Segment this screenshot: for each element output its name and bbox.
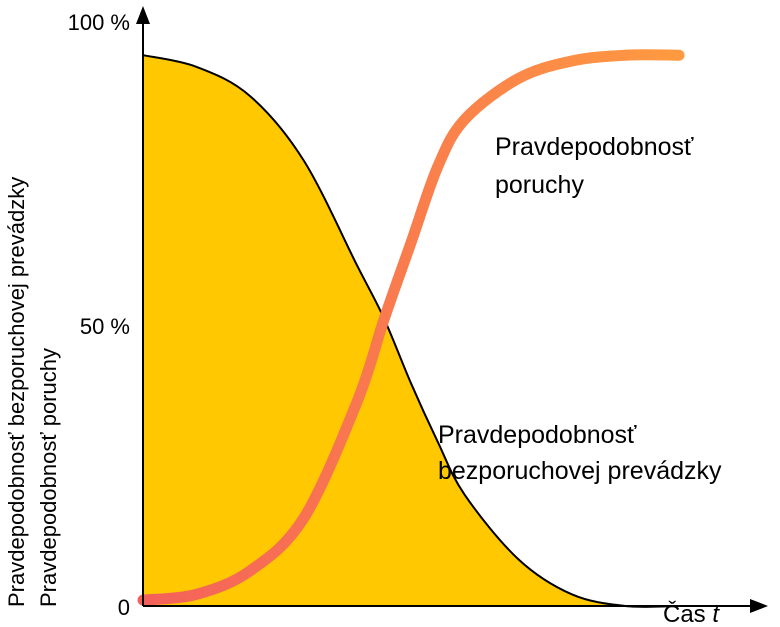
failure-series-label-line2: poruchy — [495, 171, 584, 199]
reliability-line — [142, 54, 680, 608]
reliability-series-label-line1: Pravdepodobnosť — [438, 421, 637, 449]
reliability-series-label-line2: bezporuchovej prevádzky — [438, 457, 722, 485]
y-axis-label-line1: Pravdepodobnosť bezporuchovej prevádzky — [4, 177, 29, 607]
x-axis-label: Čas t — [663, 600, 720, 627]
y-tick-label: 100 % — [68, 10, 130, 35]
y-axis-label-line2: Pravdepodobnosť poruchy — [36, 348, 61, 607]
x-axis-label-var: t — [712, 601, 720, 627]
reliability-area — [143, 55, 679, 607]
y-tick-label: 0 — [118, 595, 130, 620]
failure-line — [137, 49, 685, 606]
x-axis-arrow-icon — [750, 599, 768, 613]
failure-series-label-line1: Pravdepodobnosť — [495, 133, 694, 161]
x-axis-label-prefix: Čas — [663, 600, 712, 627]
y-tick-label: 50 % — [80, 314, 130, 339]
y-axis-arrow-icon — [136, 6, 150, 24]
